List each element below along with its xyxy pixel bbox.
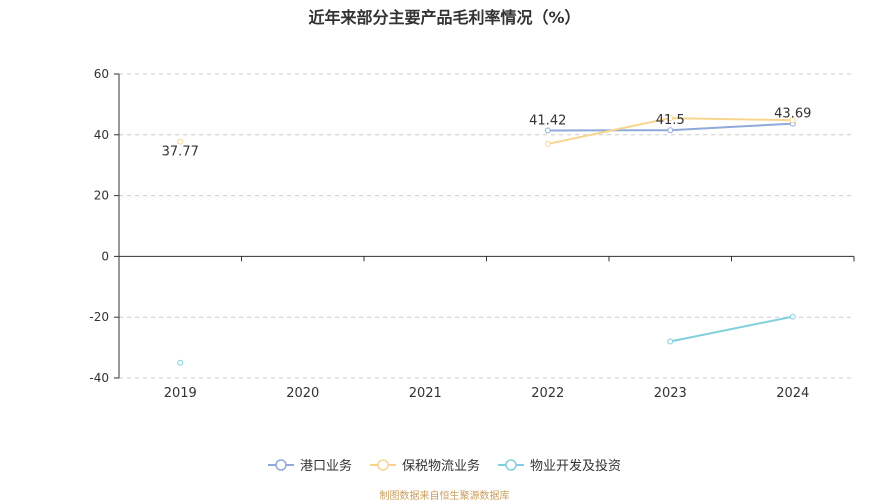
series-lines (177, 115, 796, 366)
series-line (670, 315, 793, 343)
data-label: 43.69 (774, 107, 811, 122)
data-point (177, 138, 184, 145)
legend-item[interactable]: 保税物流业务 (369, 455, 480, 474)
legend-label: 保税物流业务 (401, 459, 480, 474)
x-tick-label: 2021 (409, 386, 442, 401)
legend-label: 物业开发及投资 (530, 459, 622, 474)
y-tick-label: 40 (94, 128, 109, 142)
axes: 60 40 20 0 -20 -40 2019 2020 2021 2022 2023 2024 (89, 67, 855, 401)
x-tick-label: 2024 (776, 386, 809, 401)
data-point (667, 127, 674, 134)
y-tick-label: 20 (94, 189, 109, 203)
y-tick-label: -40 (89, 371, 109, 385)
data-point (667, 115, 674, 122)
chart-title: 近年来部分主要产品毛利率情况（%） (308, 8, 581, 27)
legend-marker-icon (498, 458, 524, 471)
data-label: 41.5 (656, 113, 685, 128)
legend-item[interactable]: 物业开发及投资 (498, 455, 621, 474)
x-tick-label: 2020 (286, 386, 319, 401)
data-labels: 41.42 41.5 43.69 37.77 (162, 107, 812, 160)
data-point (177, 359, 184, 366)
x-tick-label: 2019 (164, 386, 197, 401)
legend-marker-icon (267, 458, 294, 471)
source-note: 制图数据来自恒生聚源数据库 (379, 491, 510, 502)
legend-marker-icon (369, 458, 396, 471)
legend: 港口业务 保税物流业务 物业开发及投资 (0, 455, 889, 474)
x-tick-label: 2022 (531, 386, 564, 401)
data-label: 41.42 (529, 113, 566, 128)
data-point (544, 127, 551, 134)
legend-label: 港口业务 (299, 459, 352, 474)
grid-lines (119, 73, 854, 379)
y-tick-label: 0 (101, 249, 109, 263)
data-point (544, 140, 551, 147)
data-point (667, 338, 674, 345)
y-tick-label: 60 (94, 67, 109, 81)
y-tick-label: -20 (89, 310, 109, 324)
legend-item[interactable]: 港口业务 (267, 455, 352, 474)
data-label: 37.77 (162, 145, 199, 160)
data-point (789, 313, 796, 320)
x-tick-label: 2023 (654, 386, 687, 401)
data-point (789, 117, 796, 124)
